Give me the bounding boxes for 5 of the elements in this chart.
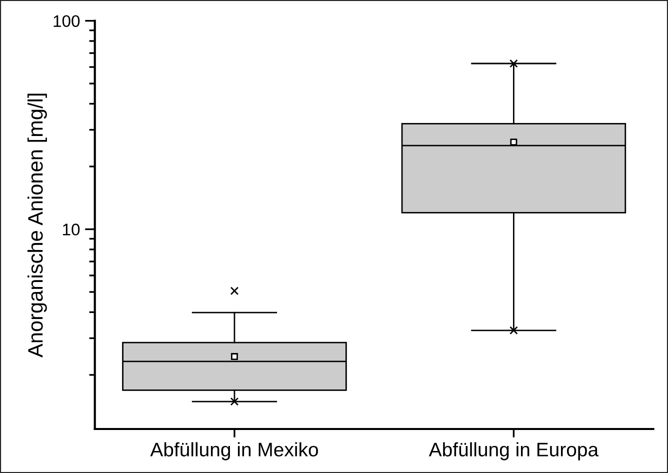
y-tick-label: 100 [54,15,80,28]
x-tick-label: Abfüllung in Europa [428,442,599,460]
y-axis-title: Anorganische Anionen [mg/l] [27,94,47,358]
x-tick-label: Abfüllung in Mexiko [150,442,318,460]
y-tick-label: 10 [63,224,80,236]
